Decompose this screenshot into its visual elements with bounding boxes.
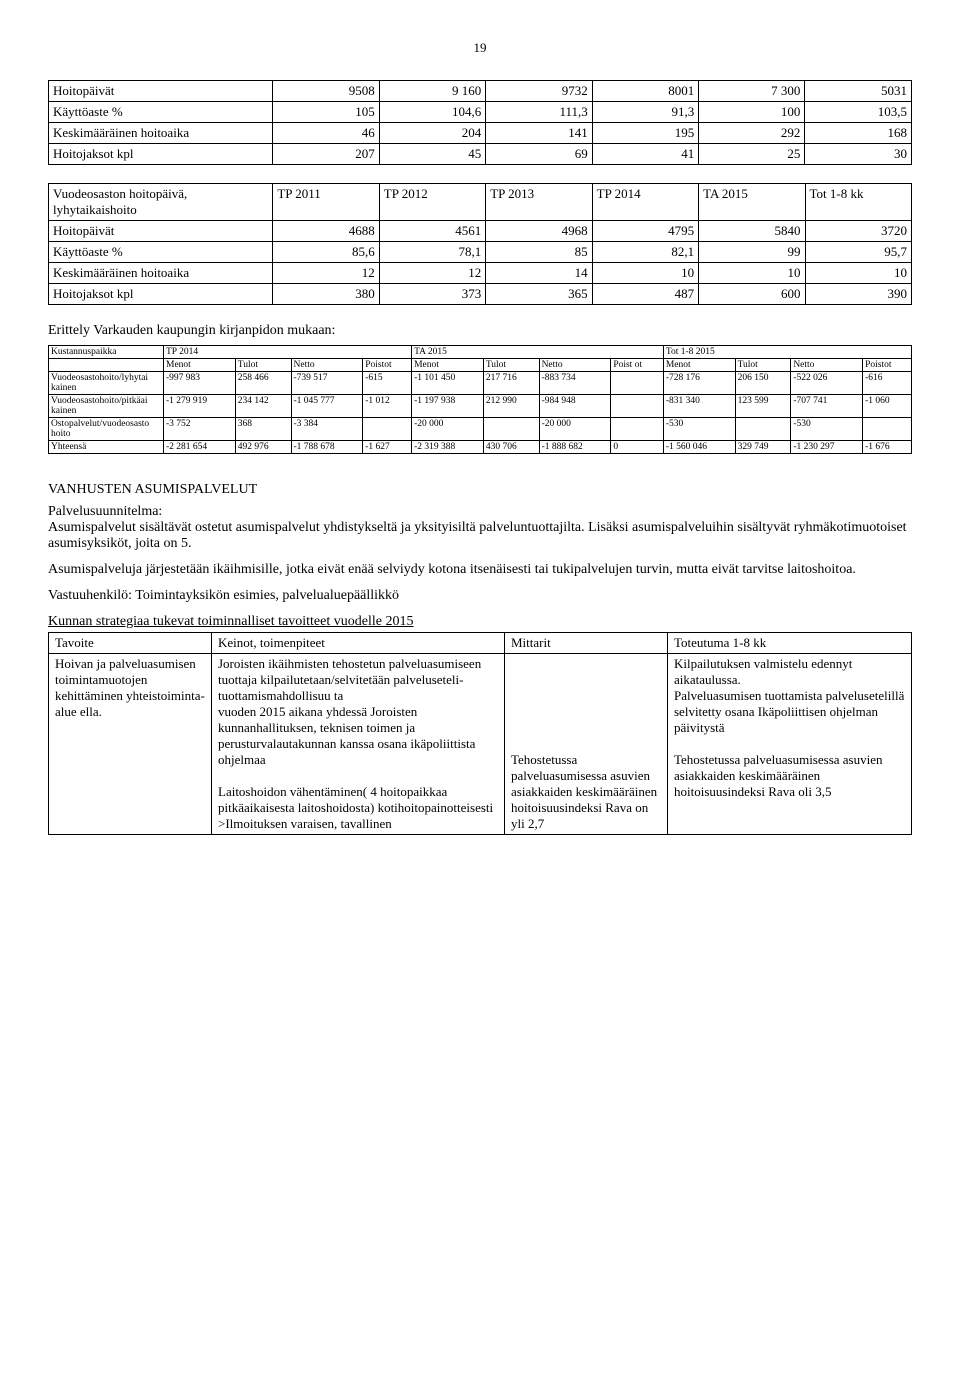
table-row: Ostopalvelut/vuodeosasto hoito-3 752368-… (49, 418, 912, 441)
table-row: Hoitopäivät95089 160973280017 3005031 (49, 81, 912, 102)
page-number: 19 (48, 40, 912, 56)
table-strategy: TavoiteKeinot, toimenpiteetMittaritToteu… (48, 632, 912, 835)
table-row: Vuodeosastohoito/lyhytai kainen-997 9832… (49, 372, 912, 395)
palvelusuunnitelma-label: Palvelusuunnitelma: (48, 504, 912, 520)
table-row: Keskimääräinen hoitoaika121214101010 (49, 263, 912, 284)
erittely-title: Erittely Varkauden kaupungin kirjanpidon… (48, 323, 912, 339)
para-1: Asumispalvelut sisältävät ostetut asumis… (48, 520, 912, 552)
table-row: Hoitojaksot kpl2074569412530 (49, 144, 912, 165)
table-erittely: KustannuspaikkaTP 2014TA 2015Tot 1-8 201… (48, 345, 912, 454)
para-3: Vastuuhenkilö: Toimintayksikön esimies, … (48, 588, 912, 604)
table-row: TavoiteKeinot, toimenpiteetMittaritToteu… (49, 633, 912, 654)
table-row: Hoitopäivät468845614968479558403720 (49, 221, 912, 242)
table-row: Hoitojaksot kpl380373365487600390 (49, 284, 912, 305)
table-hoitopaivat-1: Hoitopäivät95089 160973280017 3005031Käy… (48, 80, 912, 165)
table-row: Yhteensä-2 281 654492 976-1 788 678-1 62… (49, 441, 912, 454)
table-row: Vuodeosaston hoitopäivä, lyhytaikaishoit… (49, 184, 912, 221)
table-hoitopaivat-2: Vuodeosaston hoitopäivä, lyhytaikaishoit… (48, 183, 912, 305)
table-row: Vuodeosastohoito/pitkäai kainen-1 279 91… (49, 395, 912, 418)
para-2: Asumispalveluja järjestetään ikäihmisill… (48, 562, 912, 578)
table-row: Hoivan ja palveluasumisen toimintamuotoj… (49, 654, 912, 835)
table-row: Käyttöaste %105104,6111,391,3100103,5 (49, 102, 912, 123)
section-heading: VANHUSTEN ASUMISPALVELUT (48, 482, 912, 498)
table-row: KustannuspaikkaTP 2014TA 2015Tot 1-8 201… (49, 346, 912, 359)
table-row: Käyttöaste %85,678,18582,19995,7 (49, 242, 912, 263)
table-row: Keskimääräinen hoitoaika4620414119529216… (49, 123, 912, 144)
strategy-title: Kunnan strategiaa tukevat toiminnalliset… (48, 614, 912, 630)
table-row: MenotTulotNettoPoistotMenotTulotNettoPoi… (49, 359, 912, 372)
